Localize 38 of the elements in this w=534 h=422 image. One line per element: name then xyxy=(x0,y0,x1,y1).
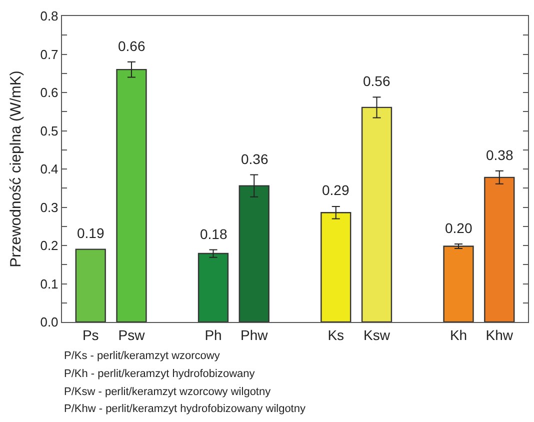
data-label: 0.56 xyxy=(363,73,390,89)
bar xyxy=(238,185,270,322)
y-tick-label: 0.4 xyxy=(40,162,58,177)
text: P/Khw - perlit/keramzyt hydrofobizowany wilgotny xyxy=(64,403,306,415)
data-label: 0.18 xyxy=(200,226,228,242)
data-label: 0.20 xyxy=(445,220,472,236)
x-tick-label: Phw xyxy=(240,326,269,343)
bar xyxy=(443,246,474,322)
y-tick-label: 0.2 xyxy=(40,238,58,254)
data-label: 0.29 xyxy=(322,182,350,198)
y-tick-label: 0.5 xyxy=(40,123,58,138)
text: P/Kh - perlit/keramzyt hydrofobizowany xyxy=(64,368,256,380)
x-tick-label: Psw xyxy=(118,326,146,343)
bar xyxy=(198,252,229,322)
y-tick-label: 0.7 xyxy=(40,46,58,62)
bar xyxy=(116,68,147,322)
x-tick-label: Ps xyxy=(82,326,99,343)
data-label: 0.66 xyxy=(118,38,146,54)
x-tick-label: Kh xyxy=(450,326,468,343)
text: P/Ksw - perlit/keramzyt wzorcowy wilgotny xyxy=(64,386,272,398)
bar xyxy=(320,212,352,322)
data-label: 0.36 xyxy=(241,151,268,167)
bar xyxy=(484,176,515,322)
x-tick-label: Ksw xyxy=(364,326,391,343)
text: P/Ks - perlit/keramzyt wzorcowy xyxy=(64,350,220,362)
y-tick-label: 0.6 xyxy=(40,85,58,100)
data-label: 0.19 xyxy=(77,225,104,241)
bar xyxy=(361,106,392,322)
x-tick-label: Khw xyxy=(486,326,514,343)
data-label: 0.38 xyxy=(486,147,514,163)
bar xyxy=(75,248,106,322)
y-tick-label: 0.1 xyxy=(40,276,58,292)
y-tick-label: 0.0 xyxy=(40,314,58,330)
y-axis-title: Przewodność cieplna (W/mK) xyxy=(7,70,24,268)
y-tick-label: 0.3 xyxy=(40,200,58,215)
y-tick-label: 0.8 xyxy=(40,8,58,24)
x-tick-label: Ks xyxy=(328,326,344,343)
x-tick-label: Ph xyxy=(204,326,222,343)
